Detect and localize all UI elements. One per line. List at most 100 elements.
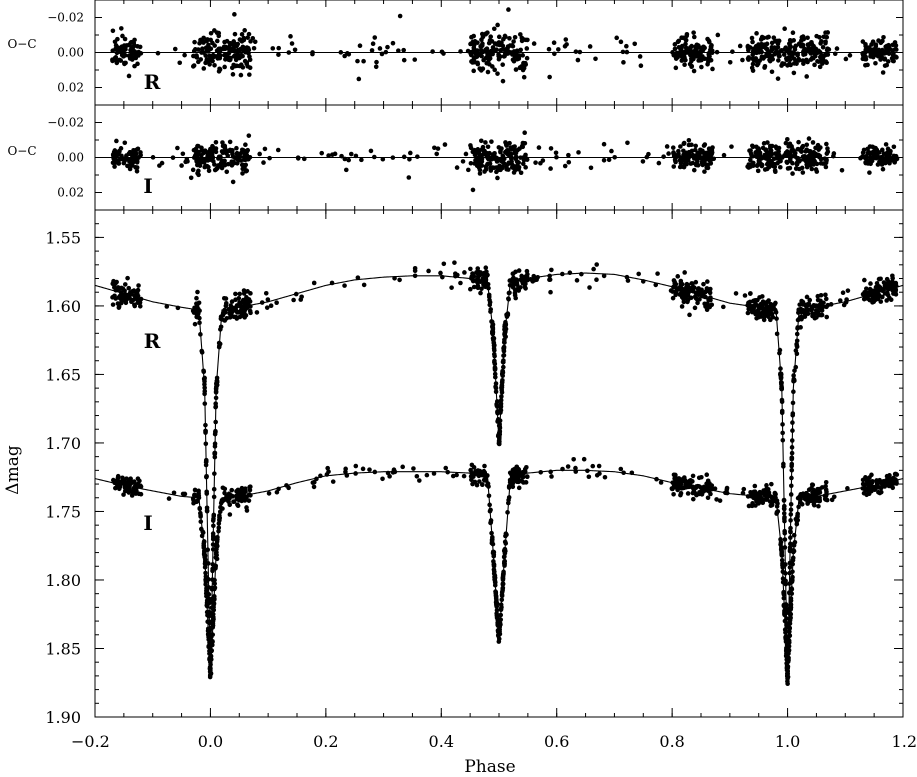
data-point-series-i: [117, 479, 122, 485]
data-point-series-r: [237, 302, 243, 308]
oc-i-point: [767, 150, 773, 155]
oc-i-point: [468, 160, 474, 166]
data-point-series-r: [452, 260, 457, 265]
oc-r-point: [385, 44, 390, 50]
oc-r-point: [878, 57, 883, 62]
data-point-series-i: [714, 497, 719, 502]
oc-r-point: [894, 55, 899, 60]
data-point-series-i: [845, 486, 850, 491]
data-point-series-r: [823, 292, 828, 298]
data-point-series-r: [123, 300, 129, 306]
data-point-series-i: [468, 467, 473, 473]
data-point-series-i: [869, 488, 874, 494]
oc-r-point: [747, 45, 753, 50]
data-point-series-r: [468, 266, 473, 272]
oc-r-point: [244, 60, 250, 65]
data-point-series-i: [817, 486, 822, 492]
data-point-series-i: [311, 484, 317, 490]
data-point-series-i: [724, 485, 730, 491]
oc-r-point: [782, 26, 787, 32]
oc-r-point: [292, 47, 298, 53]
data-point-series-i: [690, 473, 696, 479]
oc-i-point: [390, 155, 396, 160]
oc-i-point: [883, 160, 888, 166]
oc-i-point: [212, 146, 217, 151]
oc-r-point: [204, 58, 209, 63]
oc-r-point: [805, 35, 810, 41]
oc-r-point: [672, 46, 678, 52]
oc-r-point: [780, 61, 785, 66]
oc-r-point: [767, 57, 773, 62]
oc-r-point: [715, 32, 721, 38]
oc-i-point: [820, 161, 826, 166]
data-point-series-r: [798, 325, 803, 330]
data-point-series-r: [709, 302, 715, 308]
data-point-series-r: [873, 284, 879, 290]
oc-r-point: [775, 76, 781, 81]
oc-r-point: [697, 45, 703, 51]
oc-i-point: [601, 157, 607, 163]
data-point-series-i: [411, 466, 416, 471]
data-point-series-r: [874, 288, 880, 293]
data-point-series-i: [241, 490, 246, 496]
oc-i-point: [476, 149, 482, 155]
oc-r-point: [246, 31, 252, 37]
oc-r-point: [776, 53, 782, 59]
oc-i-point: [202, 164, 208, 170]
data-point-series-r: [860, 291, 866, 297]
data-point-series-i: [672, 474, 678, 480]
oc-i-point: [224, 169, 230, 175]
oc-r-point: [803, 58, 809, 63]
data-point-series-r: [512, 290, 518, 296]
oc-r-point: [458, 49, 463, 54]
oc-r-point: [769, 69, 775, 75]
oc-i-point: [206, 168, 212, 174]
data-point-series-i: [884, 477, 889, 483]
data-point-series-i: [691, 487, 697, 493]
data-point-series-r: [760, 294, 765, 299]
oc-i-point: [806, 136, 812, 141]
oc-i-point: [554, 154, 559, 160]
oc-r-point: [750, 61, 756, 67]
oc-r-point: [860, 51, 865, 56]
data-point-series-r: [125, 295, 131, 301]
data-point-series-r: [233, 297, 238, 302]
oc-i-point: [224, 148, 230, 154]
data-point-series-i: [865, 488, 870, 493]
oc-r-point: [524, 46, 530, 51]
oc-r-point: [247, 72, 252, 77]
oc-i-point: [122, 158, 127, 164]
oc-i-point: [785, 136, 790, 142]
data-point-series-r: [243, 313, 249, 318]
oc-i-point: [792, 150, 797, 155]
oc-i-point: [796, 139, 801, 145]
oc-r-point: [475, 48, 480, 53]
oc-r-point: [881, 34, 886, 40]
oc-r-point: [372, 35, 378, 40]
oc-r-point: [886, 51, 892, 56]
oc-i-point: [234, 145, 239, 151]
data-point-series-r: [773, 300, 778, 306]
data-point-series-i: [870, 479, 875, 484]
oc-r-point: [810, 46, 816, 52]
oc-i-point: [401, 154, 407, 160]
oc-i-point: [512, 144, 517, 149]
oc-i-point: [870, 149, 876, 155]
oc-r-point: [508, 50, 514, 55]
data-point-series-i: [823, 484, 828, 489]
data-point-series-r: [515, 286, 521, 292]
oc-i-point: [729, 144, 734, 149]
oc-r-point: [638, 63, 644, 69]
data-point-series-r: [519, 273, 524, 279]
light-curve-ytick-label: 1.90: [45, 708, 81, 727]
oc-i-point: [813, 153, 818, 158]
oc-i-point: [135, 146, 141, 152]
oc-i-point: [761, 141, 767, 146]
data-point-series-r: [823, 296, 829, 302]
oc-r-point: [500, 62, 506, 67]
oc-i-point: [489, 139, 494, 144]
oc-r-point: [511, 39, 516, 44]
oc-r-point: [891, 51, 896, 57]
oc-r-point: [356, 76, 362, 82]
